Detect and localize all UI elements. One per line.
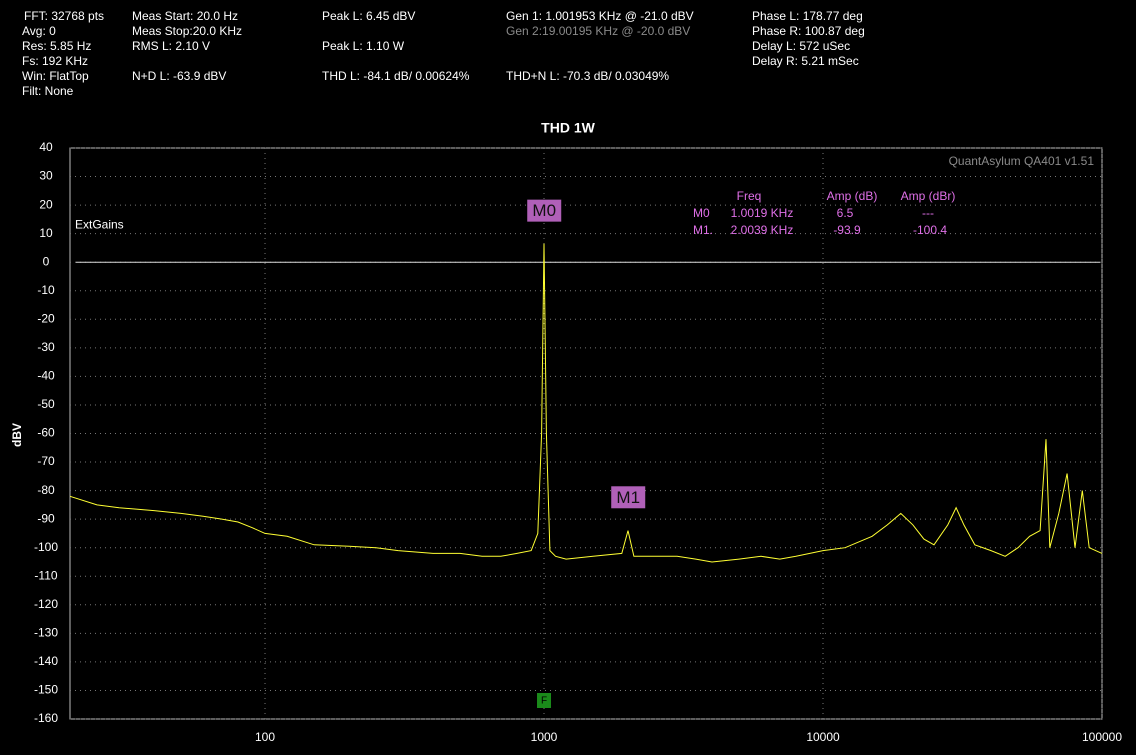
y-tick-label: -120 (34, 597, 58, 611)
header-text: THD L: -84.1 dB/ 0.00624% (322, 69, 470, 83)
marker-table-cell: M1. (693, 223, 713, 237)
y-tick-label: -40 (37, 369, 55, 383)
header-text: Delay R: 5.21 mSec (752, 54, 859, 68)
header-text: Phase L: 178.77 deg (752, 9, 863, 23)
marker-table-header: Amp (dB) (827, 189, 878, 203)
header-text: Filt: None (22, 84, 74, 98)
y-tick-label: -70 (37, 454, 55, 468)
x-tick-label: 100 (255, 730, 275, 744)
header-text: Gen 2:19.00195 KHz @ -20.0 dBV (506, 24, 690, 38)
marker-label: M0 (532, 201, 556, 220)
watermark: QuantAsylum QA401 v1.51 (949, 154, 1095, 168)
y-tick-label: 30 (39, 169, 53, 183)
marker-table-cell: 1.0019 KHz (731, 206, 794, 220)
y-tick-label: 0 (43, 254, 50, 268)
y-axis-label: dBV (10, 423, 24, 447)
x-tick-label: 10000 (806, 730, 840, 744)
marker-table-cell: --- (922, 206, 934, 220)
y-tick-label: -20 (37, 311, 55, 325)
x-tick-label: 100000 (1082, 730, 1122, 744)
y-tick-label: 20 (39, 197, 53, 211)
y-tick-label: 10 (39, 226, 53, 240)
y-tick-label: -90 (37, 511, 55, 525)
header-text: Gen 1: 1.001953 KHz @ -21.0 dBV (506, 9, 694, 23)
header-text: Win: FlatTop (22, 69, 89, 83)
header-text: FFT: 32768 pts (24, 9, 104, 23)
x-tick-label: 1000 (531, 730, 558, 744)
header-text: Meas Stop:20.0 KHz (132, 24, 242, 38)
trace (69, 243, 1103, 563)
marker-table-cell: -93.9 (833, 223, 861, 237)
y-tick-label: -50 (37, 397, 55, 411)
fundamental-label: F (541, 696, 547, 707)
header-text: Avg: 0 (22, 24, 56, 38)
marker-table-header: Freq (737, 189, 762, 203)
marker-label: M1 (616, 488, 640, 507)
y-tick-label: -30 (37, 340, 55, 354)
header-text: Phase R: 100.87 deg (752, 24, 865, 38)
marker-table-cell: M0 (693, 206, 710, 220)
y-tick-label: 40 (39, 140, 53, 154)
y-tick-label: -140 (34, 654, 58, 668)
marker-table-cell: -100.4 (913, 223, 947, 237)
header-text: RMS L: 2.10 V (132, 39, 210, 53)
marker-table-cell: 2.0039 KHz (731, 223, 794, 237)
marker-box (611, 486, 646, 509)
y-tick-label: -100 (34, 540, 58, 554)
y-tick-label: -60 (37, 426, 55, 440)
y-tick-label: -130 (34, 626, 58, 640)
header: FFT: 32768 pts Avg: 0 Res: 5.85 Hz Fs: 1… (22, 9, 865, 98)
y-tick-label: -150 (34, 683, 58, 697)
header-text: Fs: 192 KHz (22, 54, 88, 68)
chart-title: THD 1W (541, 120, 595, 136)
header-text: THD+N L: -70.3 dB/ 0.03049% (506, 69, 669, 83)
marker-table-header: Amp (dBr) (901, 189, 956, 203)
y-tick-label: -110 (34, 568, 57, 582)
y-tick-label: -80 (37, 483, 55, 497)
marker-table-cell: 6.5 (837, 206, 854, 220)
header-text: Res: 5.85 Hz (22, 39, 91, 53)
fundamental-marker (537, 693, 552, 708)
y-tick-label: -160 (34, 711, 58, 725)
header-text: Delay L: 572 uSec (752, 39, 850, 53)
header-text: N+D L: -63.9 dBV (132, 69, 226, 83)
reference-label: ExtGains (75, 217, 124, 231)
header-text: Peak L: 6.45 dBV (322, 9, 415, 23)
header-text: Peak L: 1.10 W (322, 39, 405, 53)
y-tick-label: -10 (37, 283, 55, 297)
marker-box (527, 199, 562, 222)
header-text: Meas Start: 20.0 Hz (132, 9, 238, 23)
